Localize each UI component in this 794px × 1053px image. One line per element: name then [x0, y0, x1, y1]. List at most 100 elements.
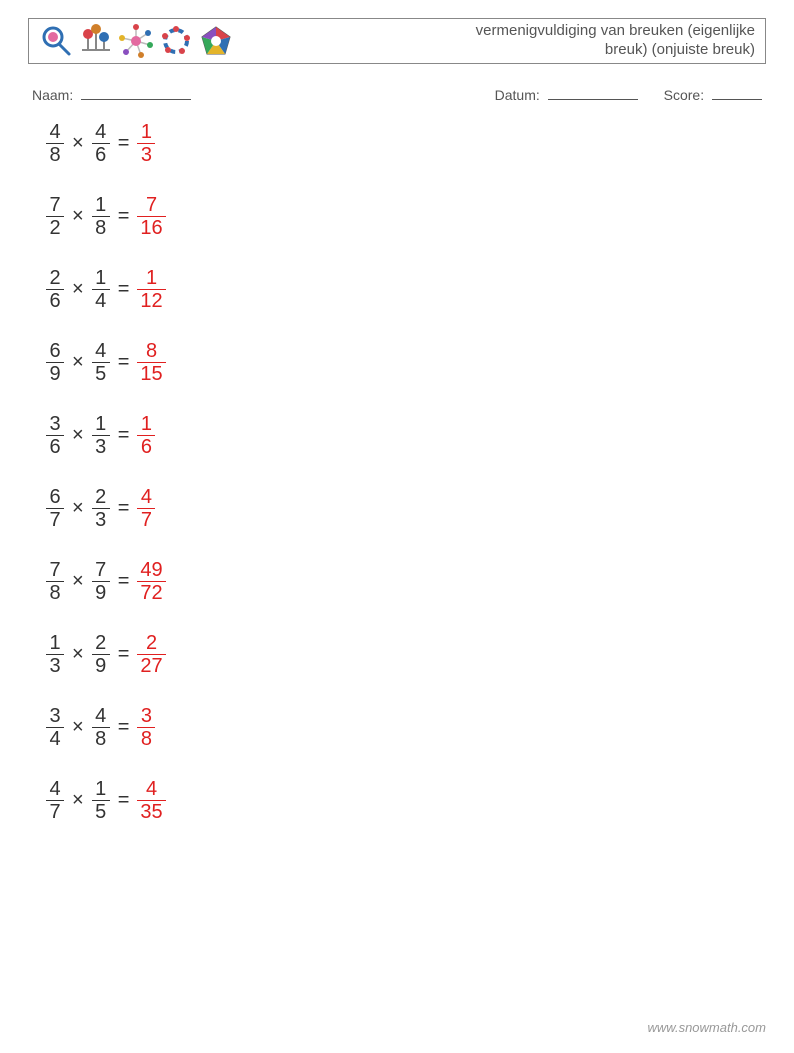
denominator: 3 [92, 509, 109, 531]
numerator: 1 [46, 632, 63, 654]
numerator: 1 [92, 413, 109, 435]
equation-row: 6 7 × 2 3 = 4 7 [46, 486, 766, 531]
times-sign: × [64, 497, 92, 520]
denominator: 12 [137, 290, 165, 312]
fraction: 1 3 [92, 413, 110, 458]
fraction: 3 6 [46, 413, 64, 458]
equals-sign: = [110, 570, 138, 593]
times-sign: × [64, 351, 92, 374]
denominator: 9 [92, 655, 109, 677]
fraction: 3 4 [46, 705, 64, 750]
score-blank [712, 86, 762, 100]
times-sign: × [64, 424, 92, 447]
equation-row: 1 3 × 2 9 = 2 27 [46, 632, 766, 677]
fraction: 1 5 [92, 778, 110, 823]
equation-row: 4 7 × 1 5 = 4 35 [46, 778, 766, 823]
denominator: 8 [46, 582, 63, 604]
title-line-2: breuk) (onjuiste breuk) [605, 41, 755, 58]
denominator: 8 [46, 144, 63, 166]
fraction: 7 9 [92, 559, 110, 604]
pentagon-icon [199, 24, 233, 58]
numerator: 1 [92, 194, 109, 216]
numerator: 2 [46, 267, 63, 289]
numerator: 3 [138, 705, 155, 727]
times-sign: × [64, 205, 92, 228]
fraction: 2 27 [137, 632, 165, 677]
wreath-icon [159, 24, 193, 58]
numerator: 7 [143, 194, 160, 216]
times-sign: × [64, 278, 92, 301]
network-icon [119, 24, 153, 58]
numerator: 4 [92, 121, 109, 143]
denominator: 9 [92, 582, 109, 604]
denominator: 3 [46, 655, 63, 677]
denominator: 9 [46, 363, 63, 385]
denominator: 6 [46, 436, 63, 458]
denominator: 8 [138, 728, 155, 750]
numerator: 8 [143, 340, 160, 362]
times-sign: × [64, 643, 92, 666]
header: vermenigvuldiging van breuken (eigenlijk… [28, 18, 766, 64]
fraction: 4 5 [92, 340, 110, 385]
name-field: Naam: [32, 86, 191, 103]
denominator: 7 [138, 509, 155, 531]
equation-row: 2 6 × 1 4 = 1 12 [46, 267, 766, 312]
fraction: 1 12 [137, 267, 165, 312]
denominator: 35 [137, 801, 165, 823]
denominator: 16 [137, 217, 165, 239]
denominator: 3 [92, 436, 109, 458]
equation-row: 3 4 × 4 8 = 3 8 [46, 705, 766, 750]
date-blank [548, 86, 638, 100]
equals-sign: = [110, 789, 138, 812]
equals-sign: = [110, 497, 138, 520]
fraction: 3 8 [137, 705, 155, 750]
equation-row: 3 6 × 1 3 = 1 6 [46, 413, 766, 458]
numerator: 4 [143, 778, 160, 800]
footer-credit: www.snowmath.com [648, 1020, 766, 1035]
denominator: 6 [46, 290, 63, 312]
date-label: Datum: [495, 87, 540, 103]
worksheet-page: vermenigvuldiging van breuken (eigenlijk… [0, 0, 794, 1053]
denominator: 8 [92, 728, 109, 750]
numerator: 1 [92, 778, 109, 800]
times-sign: × [64, 789, 92, 812]
fraction: 7 16 [137, 194, 165, 239]
equation-row: 4 8 × 4 6 = 1 3 [46, 121, 766, 166]
numerator: 4 [92, 705, 109, 727]
equals-sign: = [110, 716, 138, 739]
denominator: 27 [137, 655, 165, 677]
numerator: 6 [46, 340, 63, 362]
fraction: 1 4 [92, 267, 110, 312]
name-label: Naam: [32, 87, 73, 103]
numerator: 1 [92, 267, 109, 289]
times-sign: × [64, 132, 92, 155]
fraction: 2 3 [92, 486, 110, 531]
fraction: 6 7 [46, 486, 64, 531]
numerator: 4 [138, 486, 155, 508]
numerator: 4 [46, 778, 63, 800]
fraction: 8 15 [137, 340, 165, 385]
denominator: 72 [137, 582, 165, 604]
denominator: 6 [138, 436, 155, 458]
denominator: 8 [92, 217, 109, 239]
denominator: 15 [137, 363, 165, 385]
equation-row: 6 9 × 4 5 = 8 15 [46, 340, 766, 385]
fraction: 1 8 [92, 194, 110, 239]
denominator: 3 [138, 144, 155, 166]
title-line-1: vermenigvuldiging van breuken (eigenlijk… [476, 22, 755, 39]
denominator: 7 [46, 509, 63, 531]
denominator: 4 [92, 290, 109, 312]
numerator: 49 [137, 559, 165, 581]
numerator: 2 [92, 486, 109, 508]
fraction: 7 2 [46, 194, 64, 239]
numerator: 2 [143, 632, 160, 654]
fraction: 4 35 [137, 778, 165, 823]
equals-sign: = [110, 278, 138, 301]
numerator: 7 [46, 559, 63, 581]
fraction: 1 3 [137, 121, 155, 166]
fraction: 7 8 [46, 559, 64, 604]
denominator: 4 [46, 728, 63, 750]
numerator: 1 [138, 121, 155, 143]
fraction: 4 6 [92, 121, 110, 166]
denominator: 7 [46, 801, 63, 823]
